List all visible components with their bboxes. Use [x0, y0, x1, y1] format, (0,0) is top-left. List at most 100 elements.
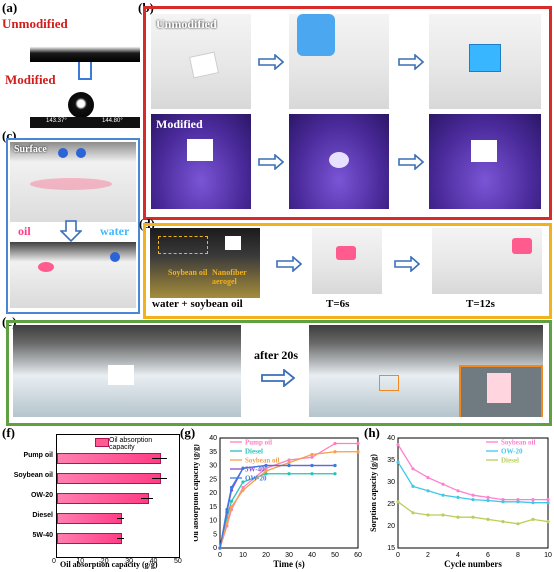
data-point	[229, 505, 234, 509]
category-label: 5W-40	[32, 532, 53, 539]
down-arrow-icon	[60, 220, 82, 242]
y-tick-label: 15	[209, 504, 217, 511]
y-tick-label: 25	[209, 476, 217, 483]
data-point	[531, 498, 535, 502]
right-arrow-icon	[394, 256, 420, 272]
x-tick-label: 2	[426, 552, 430, 559]
legend-label: Soybean oil	[245, 457, 279, 465]
data-point	[411, 511, 415, 515]
series-line-diesel	[219, 473, 335, 549]
data-point	[456, 515, 460, 519]
data-point	[426, 476, 430, 480]
data-point	[310, 452, 314, 457]
right-arrow-icon	[398, 54, 424, 70]
legend-label: 5W-40	[245, 466, 265, 474]
chart-h: 0 2 4 6 8 10 15 20 25 30 35 40 Cycle numbers Sorption…	[369, 435, 552, 569]
tank-before-photo	[13, 325, 241, 417]
unmodified-beaker-3	[429, 14, 541, 109]
data-point	[310, 463, 314, 468]
surface-label: Surface	[14, 144, 47, 155]
data-point	[546, 520, 550, 524]
data-point	[546, 501, 550, 505]
data-point	[486, 498, 490, 503]
y-tick-label: 10	[209, 518, 217, 525]
data-point	[531, 517, 535, 521]
data-point	[501, 520, 505, 524]
data-point	[486, 517, 490, 521]
x-tick-label: 50	[174, 558, 182, 565]
data-point	[411, 467, 415, 471]
tank-after-photo	[309, 325, 543, 417]
x-tick-label: 4	[456, 552, 460, 559]
data-point	[287, 458, 291, 462]
x-tick-label: 0	[52, 558, 56, 565]
data-point	[241, 480, 245, 484]
y-axis-label: Sorption capacity (g/g)	[369, 454, 378, 532]
right-arrow-icon	[398, 154, 424, 170]
aerogel-block-photo-bottom	[10, 242, 136, 308]
error-bar	[152, 458, 167, 459]
data-point	[441, 513, 445, 517]
x-axis-label: Cycle numbers	[444, 559, 502, 569]
chart-f-axes: Oil absorption capacity	[56, 434, 180, 558]
beaker-t6-photo	[312, 228, 382, 294]
y-tick-label: 20	[209, 490, 217, 497]
data-point	[225, 521, 229, 525]
right-arrow-icon	[276, 256, 302, 272]
y-tick-label: 40	[209, 435, 217, 442]
error-bar	[116, 518, 125, 519]
data-point	[356, 441, 360, 446]
data-point	[333, 441, 337, 446]
data-point	[411, 484, 415, 488]
y-tick-label: 30	[209, 463, 217, 470]
legend-label: Soybean oil	[501, 439, 535, 447]
data-point	[396, 460, 400, 464]
y-tick-label: 35	[209, 449, 217, 456]
data-point	[225, 507, 229, 512]
data-point	[516, 498, 520, 502]
legend-label: Diesel	[245, 448, 263, 456]
panel-e-frame: after 20s	[6, 320, 552, 426]
data-point	[264, 463, 268, 468]
data-point	[264, 466, 268, 470]
b-unmodified-label: Unmodified	[156, 17, 217, 31]
y-tick-label: 15	[387, 545, 395, 552]
after-20s-label: after 20s	[254, 348, 299, 362]
bar-diesel	[57, 513, 123, 524]
data-point	[241, 466, 245, 470]
error-bar	[141, 498, 154, 499]
water-label: water	[100, 224, 130, 238]
data-point	[396, 443, 400, 447]
x-tick-label: 6	[486, 552, 490, 559]
data-point	[471, 493, 475, 497]
bar-5w-40	[57, 533, 123, 544]
x-tick-label: 30	[285, 552, 293, 559]
data-point	[501, 500, 505, 504]
unmodified-label: Unmodified	[2, 16, 68, 31]
bar-ow-20	[57, 493, 150, 504]
x-tick-label: 30	[125, 558, 133, 565]
x-axis-label: Time (s)	[273, 559, 305, 569]
data-point	[287, 461, 291, 465]
data-point	[471, 498, 475, 502]
chart-frame	[219, 437, 359, 549]
x-tick-label: 40	[308, 552, 316, 559]
contact-angle-right: 144.80°	[102, 118, 123, 124]
data-point	[426, 489, 430, 493]
data-point	[264, 472, 268, 476]
category-label: OW-20	[30, 492, 53, 499]
y-tick-label: 20	[387, 523, 395, 530]
b-modified-label: Modified	[156, 117, 203, 131]
panel-d-frame: Soybean oil Nanofiber aerogel water + so…	[143, 223, 552, 319]
unmodified-beaker-1	[151, 14, 251, 109]
t12-label: T=12s	[466, 298, 495, 310]
y-tick-label: 25	[387, 501, 395, 508]
data-point	[501, 498, 505, 502]
data-point	[310, 455, 314, 459]
x-tick-label: 60	[354, 552, 362, 559]
data-point	[241, 488, 245, 492]
data-point	[356, 450, 360, 454]
x-tick-label: 0	[396, 552, 400, 559]
series-line-ow-20	[219, 464, 335, 549]
